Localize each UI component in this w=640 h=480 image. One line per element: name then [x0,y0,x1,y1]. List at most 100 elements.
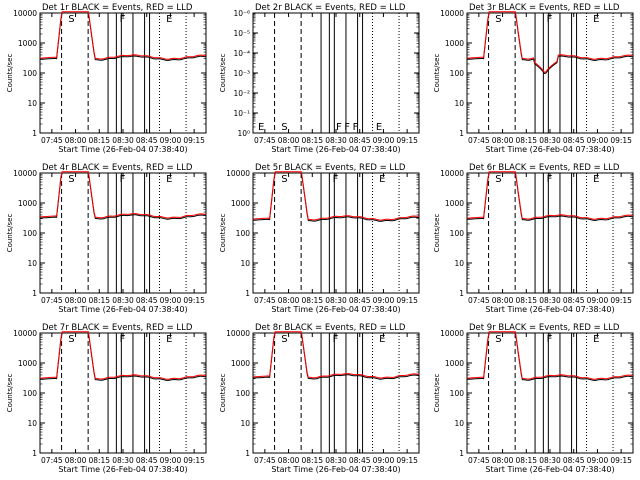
detector-panel-3: Det 3r BLACK = Events, RED = LLD 1 10 100 10… [433,3,634,154]
x-tick-label: 08:30 [539,456,561,465]
panel-title: Det 7r BLACK = Events, RED = LLD [42,323,193,333]
plot-frame [252,12,420,134]
x-tick-label: 08:45 [349,456,371,465]
x-tick-label: 08:15 [88,136,110,145]
attenuator-label: E [258,122,264,133]
x-tick-label: 09:00 [160,296,182,305]
events-curve [39,332,207,381]
x-tick-label: 08:00 [65,136,87,145]
x-tick-label: 08:30 [325,456,347,465]
x-tick-label: 08:15 [88,456,110,465]
attenuator-label: S [281,334,287,345]
x-axis-label: Start Time (26-Feb-04 07:38:40) [485,465,614,474]
y-tick-label: 100 [23,69,38,78]
lld-curve [252,331,419,379]
y-tick-label: 1 [459,449,464,458]
y-tick-label: 10000 [440,329,464,338]
y-axis-label: Counts/sec [433,374,441,413]
x-tick-label: 07:45 [41,296,63,305]
attenuator-label: F [333,334,339,345]
x-tick-label: 09:15 [396,136,418,145]
y-tick-label: 10 [454,99,464,108]
x-tick-label: 07:45 [468,296,490,305]
detector-panel-6: Det 6r BLACK = Events, RED = LLD 1 10 100 10… [433,163,634,314]
x-tick-label: 09:15 [183,296,205,305]
x-tick-label: 08:15 [301,456,323,465]
x-tick-label: 08:00 [278,456,300,465]
x-tick-label: 08:30 [539,296,561,305]
x-tick-label: 09:00 [587,296,609,305]
panel-title: Det 5r BLACK = Events, RED = LLD [255,163,406,173]
x-tick-label: 08:00 [65,296,87,305]
attenuator-label: E [376,122,382,133]
y-tick-label: 10000 [226,169,250,178]
x-tick-label: 08:15 [301,136,323,145]
attenuator-label: F [333,174,339,185]
detector-panel-1: Det 1r BLACK = Events, RED = LLD 1 10 100 10… [6,3,207,154]
x-tick-label: 07:45 [254,456,276,465]
lld-curve [39,331,207,380]
detector-panel-8: Det 8r BLACK = Events, RED = LLD 1 10 100 10… [219,323,420,474]
x-axis-label: Start Time (26-Feb-04 07:38:40) [271,305,400,314]
x-tick-label: 09:15 [183,136,205,145]
x-tick-label: 08:30 [112,456,134,465]
x-tick-label: 09:00 [373,296,395,305]
y-tick-label: 1 [32,289,37,298]
y-tick-label: 10⁻⁴ [233,49,250,58]
x-tick-label: 08:45 [136,296,158,305]
y-tick-label: 100 [236,389,251,398]
detector-panel-7: Det 7r BLACK = Events, RED = LLD 1 10 100 10… [6,323,207,474]
x-axis-label: Start Time (26-Feb-04 07:38:40) [58,465,187,474]
x-tick-label: 08:45 [136,456,158,465]
y-tick-label: 10 [454,259,464,268]
attenuator-label: F [120,334,126,345]
detector-panel-5: Det 5r BLACK = Events, RED = LLD 1 10 100 10… [219,163,420,314]
lld-curve [252,171,420,221]
events-curve [39,172,206,220]
x-tick-label: 08:30 [112,296,134,305]
x-tick-label: 09:00 [160,136,182,145]
y-tick-label: 10 [454,419,464,428]
attenuator-label: E [593,174,599,185]
x-axis-label: Start Time (26-Feb-04 07:38:40) [485,145,614,154]
x-tick-label: 08:45 [563,296,585,305]
events-curve [39,12,207,61]
y-axis-label: Counts/sec [6,54,14,93]
attenuator-label: F [120,14,126,25]
y-axis-label: Counts/sec [433,54,441,93]
y-axis-label: Counts/sec [6,214,14,253]
panel-title: Det 9r BLACK = Events, RED = LLD [469,323,620,333]
attenuator-label: F [547,174,553,185]
x-tick-label: 09:15 [610,136,632,145]
plot-frame [466,12,634,134]
y-tick-label: 10000 [226,329,250,338]
y-tick-label: 1000 [445,199,464,208]
y-tick-label: 1 [245,289,250,298]
y-axis-label: Counts/sec [219,214,227,253]
panel-title: Det 8r BLACK = Events, RED = LLD [255,323,406,333]
y-tick-label: 1 [459,129,464,138]
y-tick-label: 1000 [445,39,464,48]
x-tick-label: 07:45 [41,456,63,465]
x-tick-label: 08:30 [112,136,134,145]
events-curve [252,172,420,222]
attenuator-label: E [379,334,385,345]
y-tick-label: 100 [450,69,465,78]
x-tick-label: 08:00 [492,296,514,305]
x-tick-label: 09:00 [587,456,609,465]
x-tick-label: 09:00 [373,136,395,145]
x-axis-label: Start Time (26-Feb-04 07:38:40) [271,465,400,474]
y-axis-label: Counts/sec [433,214,441,253]
plot-frame [252,332,420,454]
x-tick-label: 08:45 [563,136,585,145]
panel-title: Det 2r BLACK = Events, RED = LLD [255,3,406,13]
y-tick-label: 100 [450,389,465,398]
y-tick-label: 100 [23,229,38,238]
y-axis-label: Counts/sec [219,374,227,413]
y-tick-label: 1 [32,449,37,458]
y-tick-label: 10⁻² [233,89,250,98]
plot-frame [39,172,207,294]
x-tick-label: 08:45 [349,136,371,145]
x-tick-label: 08:45 [136,136,158,145]
